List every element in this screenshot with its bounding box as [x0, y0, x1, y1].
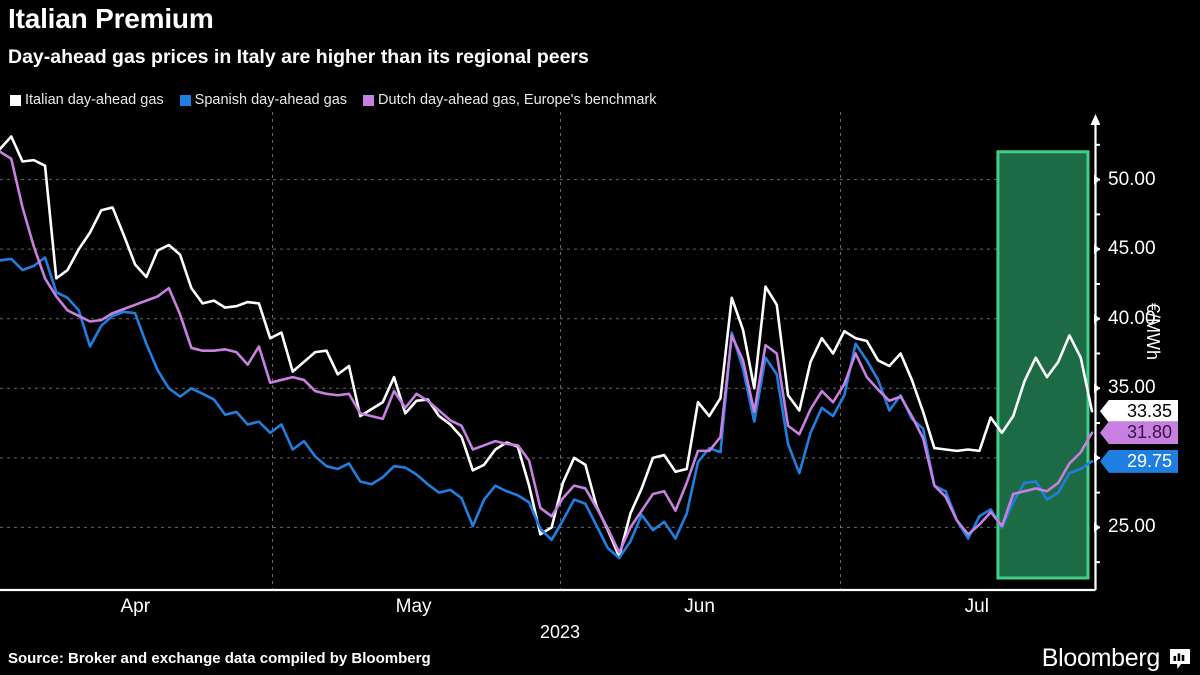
bloomberg-branding: Bloomberg [1042, 645, 1192, 672]
x-axis-tick-label: Apr [120, 596, 151, 617]
source-note: Source: Broker and exchange data compile… [8, 650, 431, 667]
chart-legend: Italian day-ahead gas Spanish day-ahead … [10, 92, 672, 108]
series-line [0, 135, 1094, 558]
axis-tick-marks [1094, 143, 1100, 564]
series-line [0, 150, 1094, 554]
x-axis-tick-label: May [395, 596, 432, 617]
brand-wordmark: Bloomberg [1041, 644, 1161, 672]
axis-lines [0, 114, 1100, 592]
bloomberg-chart-bubble-icon [1168, 647, 1192, 671]
value-badge: 33.35 [1100, 399, 1178, 423]
y-axis-tick-label: 25.00 [1108, 516, 1156, 538]
highlight-region [996, 150, 1090, 580]
legend-item-label: Dutch day-ahead gas, Europe's benchmark [378, 92, 657, 108]
y-axis-tick-label: 40.00 [1108, 307, 1156, 329]
page-subtitle: Day-ahead gas prices in Italy are higher… [8, 46, 589, 68]
y-axis-tick-label: 45.00 [1108, 238, 1156, 260]
x-axis-title: 2023 [539, 622, 581, 642]
page-title: Italian Premium [8, 3, 214, 34]
x-axis-tick-label: Jul [964, 596, 989, 617]
square-swatch-icon [363, 94, 375, 106]
chart-plot-area [0, 112, 1100, 592]
legend-item-label: Italian day-ahead gas [25, 92, 164, 108]
y-axis-tick-label: 50.00 [1108, 168, 1156, 190]
value-badge: 29.75 [1100, 449, 1178, 473]
legend-item-label: Spanish day-ahead gas [194, 92, 348, 108]
y-axis-tick-label: 35.00 [1108, 377, 1156, 399]
legend-item-spanish[interactable]: Spanish day-ahead gas [179, 92, 348, 108]
square-swatch-icon [10, 94, 21, 106]
square-swatch-icon [179, 94, 191, 106]
x-axis-tick-label: Jun [684, 596, 715, 617]
line-chart-svg [0, 112, 1100, 592]
value-badge: 31.80 [1100, 421, 1178, 445]
vertical-gridlines [272, 112, 841, 590]
legend-item-italian[interactable]: Italian day-ahead gas [10, 92, 164, 108]
y-axis-title: €/MWh [1143, 303, 1163, 361]
series-lines [0, 135, 1094, 560]
legend-item-dutch[interactable]: Dutch day-ahead gas, Europe's benchmark [363, 92, 656, 108]
horizontal-gridlines [0, 179, 1092, 528]
